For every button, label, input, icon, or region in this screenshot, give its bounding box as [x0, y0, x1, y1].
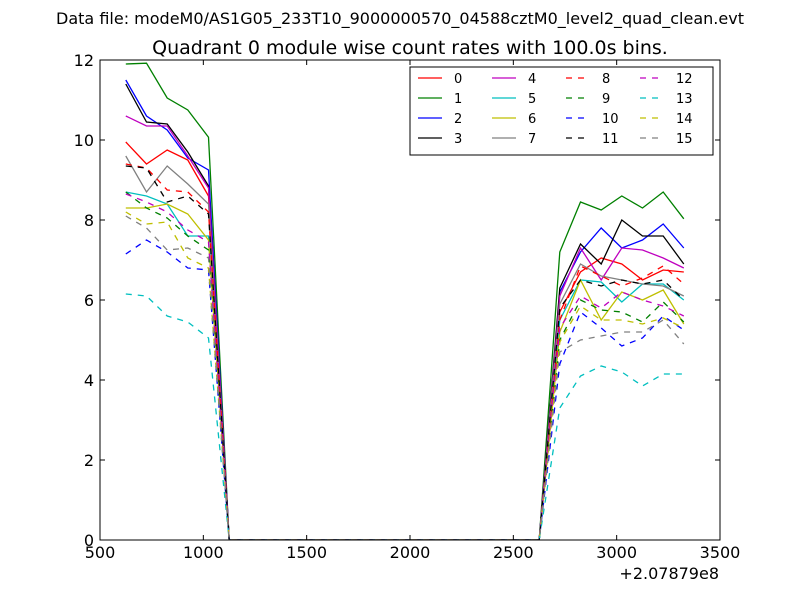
x-tick-label: 1000: [183, 543, 224, 562]
legend-label-4: 4: [528, 72, 536, 87]
y-tick-label: 6: [84, 291, 94, 310]
series-line-11: [125, 165, 685, 540]
series-line-9: [125, 191, 685, 540]
y-tick-label: 12: [74, 51, 94, 70]
series-line-8: [125, 163, 685, 540]
x-tick-label: 2000: [390, 543, 431, 562]
x-tick-label: 2500: [493, 543, 534, 562]
series-line-12: [125, 193, 685, 540]
x-tick-label: 3000: [596, 543, 637, 562]
series-line-10: [125, 239, 685, 540]
legend-label-1: 1: [454, 92, 462, 107]
x-tick-label: 3500: [700, 543, 741, 562]
legend-label-2: 2: [454, 112, 462, 127]
legend-label-11: 11: [602, 132, 619, 147]
legend-label-15: 15: [676, 132, 693, 147]
series-line-15: [125, 215, 685, 540]
series-lines: [125, 62, 685, 540]
series-line-5: [125, 191, 685, 540]
legend-label-13: 13: [676, 92, 693, 107]
legend-label-7: 7: [528, 132, 536, 147]
series-line-1: [125, 62, 685, 540]
x-tick-label: 1500: [286, 543, 327, 562]
x-offset-label: +2.07879e8: [619, 564, 719, 583]
y-tick-label: 8: [84, 211, 94, 230]
legend-box: [409, 66, 714, 156]
legend-label-0: 0: [454, 72, 462, 87]
y-tick-label: 10: [74, 131, 94, 150]
legend-label-10: 10: [602, 112, 619, 127]
data-file-caption: Data file: modeM0/AS1G05_233T10_90000005…: [56, 9, 744, 29]
series-line-13: [125, 293, 684, 540]
y-tick-label: 2: [84, 451, 94, 470]
legend-label-14: 14: [676, 112, 693, 127]
legend-label-5: 5: [528, 92, 536, 107]
y-tick-label: 0: [84, 531, 94, 550]
legend-label-12: 12: [676, 72, 693, 87]
plot-area: 500 1000 1500 2000 2500 3000 35000246810120123…: [74, 51, 741, 562]
legend-label-8: 8: [602, 72, 610, 87]
legend-label-6: 6: [528, 112, 536, 127]
series-line-7: [125, 155, 685, 540]
legend-label-3: 3: [454, 132, 462, 147]
y-tick-label: 4: [84, 371, 94, 390]
chart-title: Quadrant 0 module wise count rates with …: [152, 37, 668, 59]
series-line-14: [125, 211, 685, 540]
x-tick-label: 500: [85, 543, 116, 562]
legend-label-9: 9: [602, 92, 610, 107]
